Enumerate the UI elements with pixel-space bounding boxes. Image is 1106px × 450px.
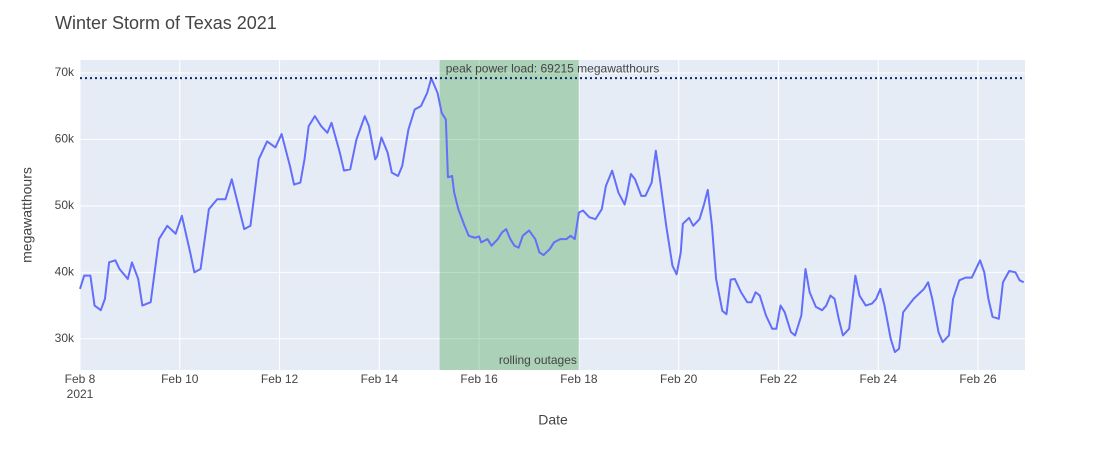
x-tick-label: Feb 10 xyxy=(161,372,199,386)
x-tick-label: Feb 24 xyxy=(859,372,897,386)
x-tick-label: Feb 12 xyxy=(260,372,299,386)
y-tick-label: 60k xyxy=(55,132,75,146)
x-tick-label: Feb 18 xyxy=(560,372,598,386)
x-tick-label: Feb 14 xyxy=(360,372,398,386)
y-tick-label: 30k xyxy=(55,331,75,345)
x-tick-label: Feb 26 xyxy=(959,372,997,386)
highlight-region xyxy=(439,60,579,370)
plot-background xyxy=(80,60,1025,370)
x-tick-label: Feb 16 xyxy=(460,372,498,386)
y-tick-label: 70k xyxy=(55,65,75,79)
chart-title: Winter Storm of Texas 2021 xyxy=(55,13,277,33)
reference-label: peak power load: 69215 megawatthours xyxy=(446,61,659,75)
y-axis-title: megawatthours xyxy=(19,167,35,263)
data-line xyxy=(79,77,1025,354)
y-tick-label: 50k xyxy=(55,198,75,212)
x-tick-label: Feb 8 2021 xyxy=(64,372,96,401)
x-tick-label: Feb 20 xyxy=(659,372,698,386)
y-tick-label: 40k xyxy=(55,264,75,278)
region-label: rolling outages xyxy=(499,353,577,367)
x-tick-label: Feb 22 xyxy=(759,372,798,386)
x-axis-title: Date xyxy=(538,412,568,428)
